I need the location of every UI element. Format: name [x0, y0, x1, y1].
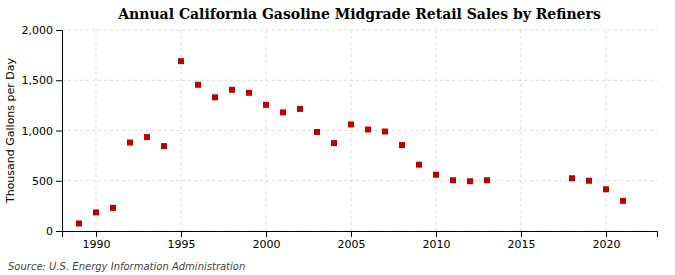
x-tick-label: 2005 — [338, 238, 366, 251]
point — [110, 205, 116, 211]
point — [144, 134, 150, 140]
x-tick-mark — [436, 231, 437, 237]
y-tick-label: 500 — [32, 175, 53, 188]
x-tick: 2005 — [338, 231, 366, 251]
x-tick-mark — [606, 231, 607, 237]
y-tick-label: 1,000 — [22, 125, 54, 138]
x-tick: 1990 — [83, 231, 111, 251]
x-tick-label: 1990 — [83, 238, 111, 251]
grid — [62, 30, 657, 231]
y-axis-label: Thousand Gallons per Day — [4, 57, 17, 204]
y-axis: 0 500 1,000 1,500 2,000 — [22, 24, 63, 238]
title: Annual California Gasoline Midgrade Reta… — [117, 6, 601, 22]
point — [229, 87, 235, 93]
x-tick-mark — [96, 231, 97, 237]
point — [212, 94, 218, 100]
point — [93, 209, 99, 215]
point — [348, 121, 354, 127]
point — [297, 106, 303, 112]
point — [603, 186, 609, 192]
y-grid-line — [62, 30, 657, 31]
x-tick: 2020 — [593, 231, 621, 251]
point — [399, 142, 405, 148]
point — [314, 129, 320, 135]
point — [416, 162, 422, 168]
y-tick-label: 0 — [46, 225, 53, 238]
x-tick: 2015 — [508, 231, 536, 251]
y-grid-line — [62, 80, 657, 81]
x-tick-mark — [266, 231, 267, 237]
chart-container: 1990 1995 2000 2005 2010 2015 2020 0 500 1,000 1,5… — [0, 0, 675, 275]
x-tick-mark — [181, 231, 182, 237]
x-tick-mark — [351, 231, 352, 237]
point — [195, 82, 201, 88]
y-tick-mark — [56, 80, 62, 81]
y-tick: 2,000 — [22, 24, 63, 37]
point — [263, 102, 269, 108]
point — [467, 178, 473, 184]
x-grid-line — [96, 30, 97, 231]
x-tick-label: 2015 — [508, 238, 536, 251]
x-tick: 2010 — [423, 231, 451, 251]
point — [280, 109, 286, 115]
y-tick-mark — [56, 30, 62, 31]
x-tick-label: 1995 — [168, 238, 196, 251]
points — [76, 58, 626, 226]
point — [433, 172, 439, 178]
annotation: Source: U.S. Energy Information Administ… — [8, 261, 245, 272]
y-grid-line — [62, 180, 657, 181]
x-axis: 1990 1995 2000 2005 2010 2015 2020 — [63, 231, 658, 251]
y-axis-line — [56, 31, 63, 232]
point — [331, 140, 337, 146]
point — [246, 90, 252, 96]
chart-svg: 1990 1995 2000 2005 2010 2015 2020 0 500 1,000 1,5… — [0, 0, 675, 275]
x-grid-line — [606, 30, 607, 231]
x-tick: 1995 — [168, 231, 196, 251]
point — [178, 58, 184, 64]
point — [450, 177, 456, 183]
x-tick-label: 2000 — [253, 238, 281, 251]
x-tick: 2000 — [253, 231, 281, 251]
point — [382, 129, 388, 135]
y-tick-label: 1,500 — [22, 74, 54, 87]
y-tick-mark — [56, 231, 62, 232]
x-axis-line — [63, 232, 658, 238]
y-tick-mark — [56, 131, 62, 132]
y-tick: 500 — [32, 175, 62, 188]
point — [484, 177, 490, 183]
point — [161, 143, 167, 149]
plot-area: 1990 1995 2000 2005 2010 2015 2020 0 500 1,000 1,5… — [22, 24, 658, 251]
point — [76, 220, 82, 226]
y-tick: 1,000 — [22, 125, 63, 138]
point — [127, 140, 133, 146]
x-tick-label: 2010 — [423, 238, 451, 251]
point — [365, 126, 371, 132]
x-tick-label: 2020 — [593, 238, 621, 251]
x-tick-mark — [521, 231, 522, 237]
y-tick-mark — [56, 181, 62, 182]
y-tick: 0 — [46, 225, 62, 238]
point — [569, 175, 575, 181]
y-tick-label: 2,000 — [22, 24, 54, 37]
y-tick: 1,500 — [22, 74, 63, 87]
point — [620, 198, 626, 204]
point — [586, 178, 592, 184]
y-grid-line — [62, 130, 657, 131]
